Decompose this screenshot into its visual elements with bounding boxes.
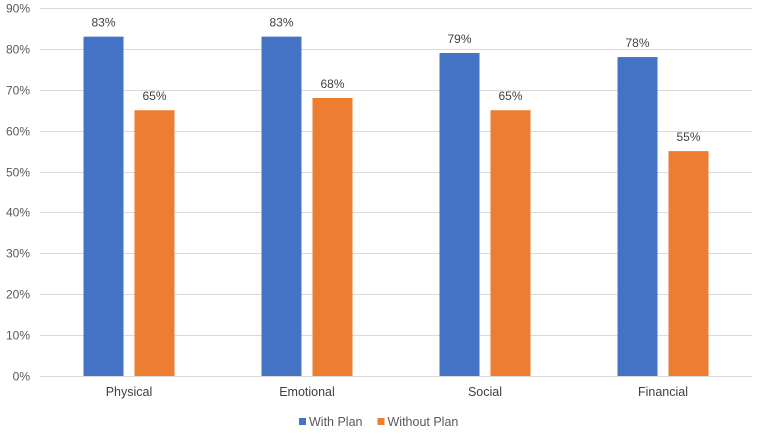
bar-with-plan-emotional xyxy=(261,36,302,376)
legend: With Plan Without Plan xyxy=(299,415,458,429)
y-tick-label: 10% xyxy=(6,329,30,343)
legend-label: Without Plan xyxy=(388,415,459,429)
y-tick-label: 0% xyxy=(13,370,31,384)
bar-without-plan-emotional xyxy=(312,97,353,376)
bar-without-plan-financial xyxy=(668,151,709,376)
x-axis-category-labels: Physical Emotional Social Financial xyxy=(106,385,688,399)
data-label: 65% xyxy=(142,89,166,103)
y-tick-label: 40% xyxy=(6,206,30,220)
data-label: 68% xyxy=(320,77,344,91)
y-axis-tick-labels: 0% 10% 20% 30% 40% 50% 60% 70% 80% 90% xyxy=(6,2,30,384)
data-label: 65% xyxy=(498,89,522,103)
category-label: Financial xyxy=(638,385,688,399)
bar-without-plan-social xyxy=(490,110,531,376)
y-tick-label: 50% xyxy=(6,166,30,180)
y-tick-label: 90% xyxy=(6,2,30,16)
y-tick-label: 60% xyxy=(6,125,30,139)
bar-with-plan-financial xyxy=(617,57,658,377)
data-label: 83% xyxy=(91,16,115,30)
data-label: 83% xyxy=(269,16,293,30)
bar-with-plan-social xyxy=(439,52,480,376)
category-label: Physical xyxy=(106,385,153,399)
y-tick-label: 70% xyxy=(6,84,30,98)
legend-swatch xyxy=(377,418,385,425)
legend-label: With Plan xyxy=(309,415,363,429)
bars xyxy=(83,36,709,377)
legend-swatch xyxy=(299,418,306,425)
y-tick-label: 30% xyxy=(6,247,30,261)
category-label: Emotional xyxy=(279,385,335,399)
data-label: 55% xyxy=(676,130,700,144)
bar-with-plan-physical xyxy=(83,36,124,376)
data-label: 78% xyxy=(625,36,649,50)
data-label: 79% xyxy=(447,32,471,46)
data-labels: 83% 65% 83% 68% 79% 65% 78% 55% xyxy=(91,16,700,144)
y-tick-label: 20% xyxy=(6,288,30,302)
category-label: Social xyxy=(468,385,502,399)
bar-without-plan-physical xyxy=(134,110,175,376)
y-tick-label: 80% xyxy=(6,43,30,57)
